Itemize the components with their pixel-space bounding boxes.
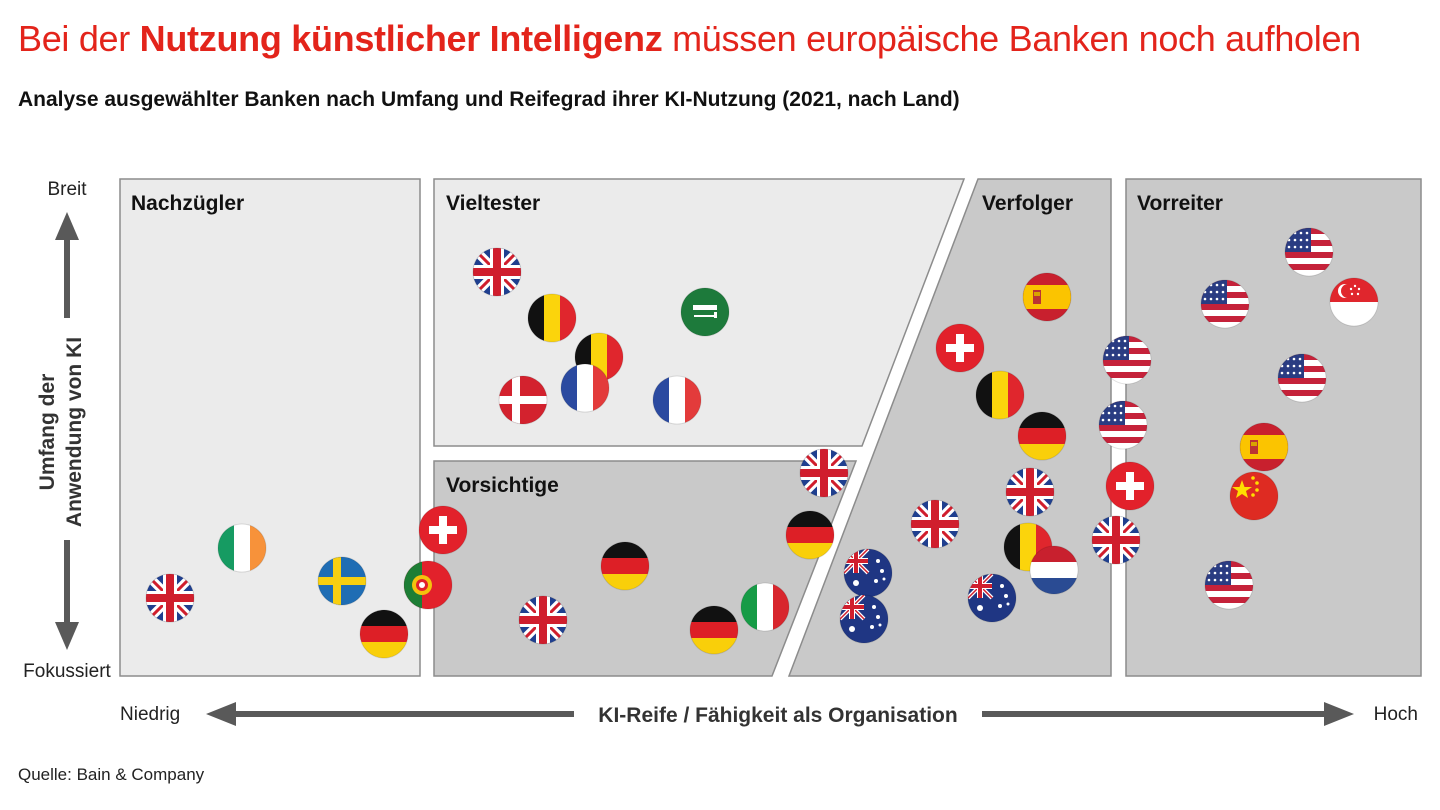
flag-ie-icon (217, 523, 267, 573)
x-axis-arrow (206, 702, 1354, 726)
y-axis-title-line1: Umfang der (36, 374, 59, 491)
x-axis-title: KI-Reife / Fähigkeit als Organisation (598, 704, 957, 727)
flag-uk-icon (799, 448, 849, 498)
flag-uk-icon (145, 573, 195, 623)
quadrant-label-nachzuegler: Nachzügler (131, 192, 244, 215)
flag-cn-icon (1229, 471, 1279, 521)
flag-uk-icon (910, 499, 960, 549)
flag-dk-icon (498, 375, 548, 425)
quadrant-label-verfolger: Verfolger (982, 192, 1073, 215)
page-subtitle: Analyse ausgewählter Banken nach Umfang … (18, 88, 960, 111)
flag-se-icon (317, 556, 367, 606)
x-axis-left-label: Niedrig (120, 704, 180, 725)
y-axis-arrow (55, 212, 79, 650)
source-note: Quelle: Bain & Company (18, 765, 205, 784)
flag-it-icon (740, 582, 790, 632)
flag-us-icon (1102, 335, 1152, 385)
flag-be-icon (975, 370, 1025, 420)
flag-ch-icon (1105, 461, 1155, 511)
flag-nl-icon (1029, 545, 1079, 595)
flag-us-icon (1277, 353, 1327, 403)
flag-be-icon (527, 293, 577, 343)
flag-es-icon (1022, 272, 1072, 322)
flag-de-icon (689, 605, 739, 655)
flag-au-icon (967, 573, 1017, 623)
page-title: Bei der Nutzung künstlicher Intelligenz … (18, 18, 1361, 59)
flag-de-icon (1017, 411, 1067, 461)
flag-fr-icon (652, 375, 702, 425)
x-axis-right-label: Hoch (1374, 704, 1418, 725)
y-axis-bottom-label: Fokussiert (23, 661, 111, 682)
y-axis-title-line2: Anwendung von KI (63, 337, 86, 527)
flag-fr-icon (560, 363, 610, 413)
quadrant-label-vieltester: Vieltester (446, 192, 540, 215)
flag-uk-icon (518, 595, 568, 645)
quadrant-label-vorreiter: Vorreiter (1137, 192, 1223, 215)
flag-uk-icon (1005, 467, 1055, 517)
flag-de-icon (359, 609, 409, 659)
flag-pt-icon (403, 560, 453, 610)
flag-uk-icon (1091, 515, 1141, 565)
flag-au-icon (839, 594, 889, 644)
flag-us-icon (1284, 227, 1334, 277)
flags-layer (145, 227, 1379, 659)
flag-us-icon (1200, 279, 1250, 329)
flag-de-icon (785, 510, 835, 560)
flag-sg-icon (1329, 277, 1379, 327)
flag-es-icon (1239, 422, 1289, 472)
flag-ch-icon (935, 323, 985, 373)
flag-us-icon (1098, 400, 1148, 450)
quadrant-label-vorsichtige: Vorsichtige (446, 474, 559, 497)
flag-us-icon (1204, 560, 1254, 610)
flag-ch-icon (418, 505, 468, 555)
y-axis-top-label: Breit (47, 179, 87, 200)
flag-uk-icon (472, 247, 522, 297)
flag-de-icon (600, 541, 650, 591)
flag-sa-icon (680, 287, 730, 337)
flag-au-icon (843, 548, 893, 598)
